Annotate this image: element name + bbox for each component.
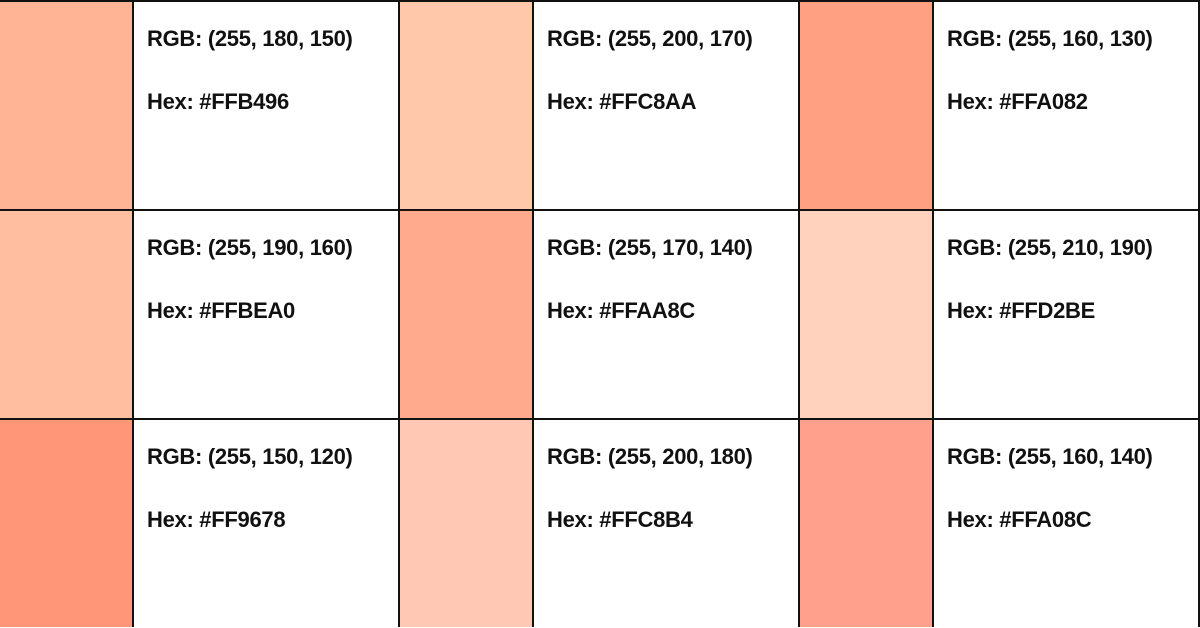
swatch-card: RGB: (255, 160, 130) Hex: #FFA082: [800, 0, 1200, 209]
swatch-info: RGB: (255, 150, 120) Hex: #FF9678: [134, 420, 400, 627]
rgb-label: RGB: (255, 170, 140): [547, 235, 753, 260]
color-swatch: [800, 2, 934, 209]
rgb-label: RGB: (255, 180, 150): [147, 26, 353, 51]
swatch-card: RGB: (255, 200, 170) Hex: #FFC8AA: [400, 0, 800, 209]
hex-label: Hex: #FFA08C: [947, 507, 1092, 532]
color-swatch: [400, 2, 534, 209]
swatch-card: RGB: (255, 200, 180) Hex: #FFC8B4: [400, 418, 800, 627]
swatch-info: RGB: (255, 170, 140) Hex: #FFAA8C: [534, 211, 800, 418]
color-swatch: [800, 420, 934, 627]
hex-label: Hex: #FF9678: [147, 507, 286, 532]
hex-label: Hex: #FFBEA0: [147, 298, 295, 323]
swatch-info: RGB: (255, 180, 150) Hex: #FFB496: [134, 2, 400, 209]
color-swatch: [400, 211, 534, 418]
color-swatch: [800, 211, 934, 418]
swatch-card: RGB: (255, 180, 150) Hex: #FFB496: [0, 0, 400, 209]
hex-label: Hex: #FFD2BE: [947, 298, 1095, 323]
swatch-info: RGB: (255, 160, 130) Hex: #FFA082: [934, 2, 1200, 209]
color-swatch: [0, 2, 134, 209]
swatch-card: RGB: (255, 160, 140) Hex: #FFA08C: [800, 418, 1200, 627]
swatch-info: RGB: (255, 160, 140) Hex: #FFA08C: [934, 420, 1200, 627]
swatch-card: RGB: (255, 170, 140) Hex: #FFAA8C: [400, 209, 800, 418]
hex-label: Hex: #FFAA8C: [547, 298, 695, 323]
rgb-label: RGB: (255, 160, 130): [947, 26, 1153, 51]
rgb-label: RGB: (255, 160, 140): [947, 444, 1153, 469]
rgb-label: RGB: (255, 200, 170): [547, 26, 753, 51]
color-swatch: [400, 420, 534, 627]
swatch-info: RGB: (255, 200, 180) Hex: #FFC8B4: [534, 420, 800, 627]
color-swatch: [0, 211, 134, 418]
rgb-label: RGB: (255, 190, 160): [147, 235, 353, 260]
rgb-label: RGB: (255, 200, 180): [547, 444, 753, 469]
swatch-info: RGB: (255, 210, 190) Hex: #FFD2BE: [934, 211, 1200, 418]
rgb-label: RGB: (255, 150, 120): [147, 444, 353, 469]
rgb-label: RGB: (255, 210, 190): [947, 235, 1153, 260]
hex-label: Hex: #FFC8AA: [547, 89, 697, 114]
swatch-card: RGB: (255, 150, 120) Hex: #FF9678: [0, 418, 400, 627]
swatch-card: RGB: (255, 190, 160) Hex: #FFBEA0: [0, 209, 400, 418]
hex-label: Hex: #FFA082: [947, 89, 1088, 114]
hex-label: Hex: #FFC8B4: [547, 507, 693, 532]
hex-label: Hex: #FFB496: [147, 89, 289, 114]
color-swatch: [0, 420, 134, 627]
swatch-card: RGB: (255, 210, 190) Hex: #FFD2BE: [800, 209, 1200, 418]
swatch-info: RGB: (255, 200, 170) Hex: #FFC8AA: [534, 2, 800, 209]
swatch-info: RGB: (255, 190, 160) Hex: #FFBEA0: [134, 211, 400, 418]
